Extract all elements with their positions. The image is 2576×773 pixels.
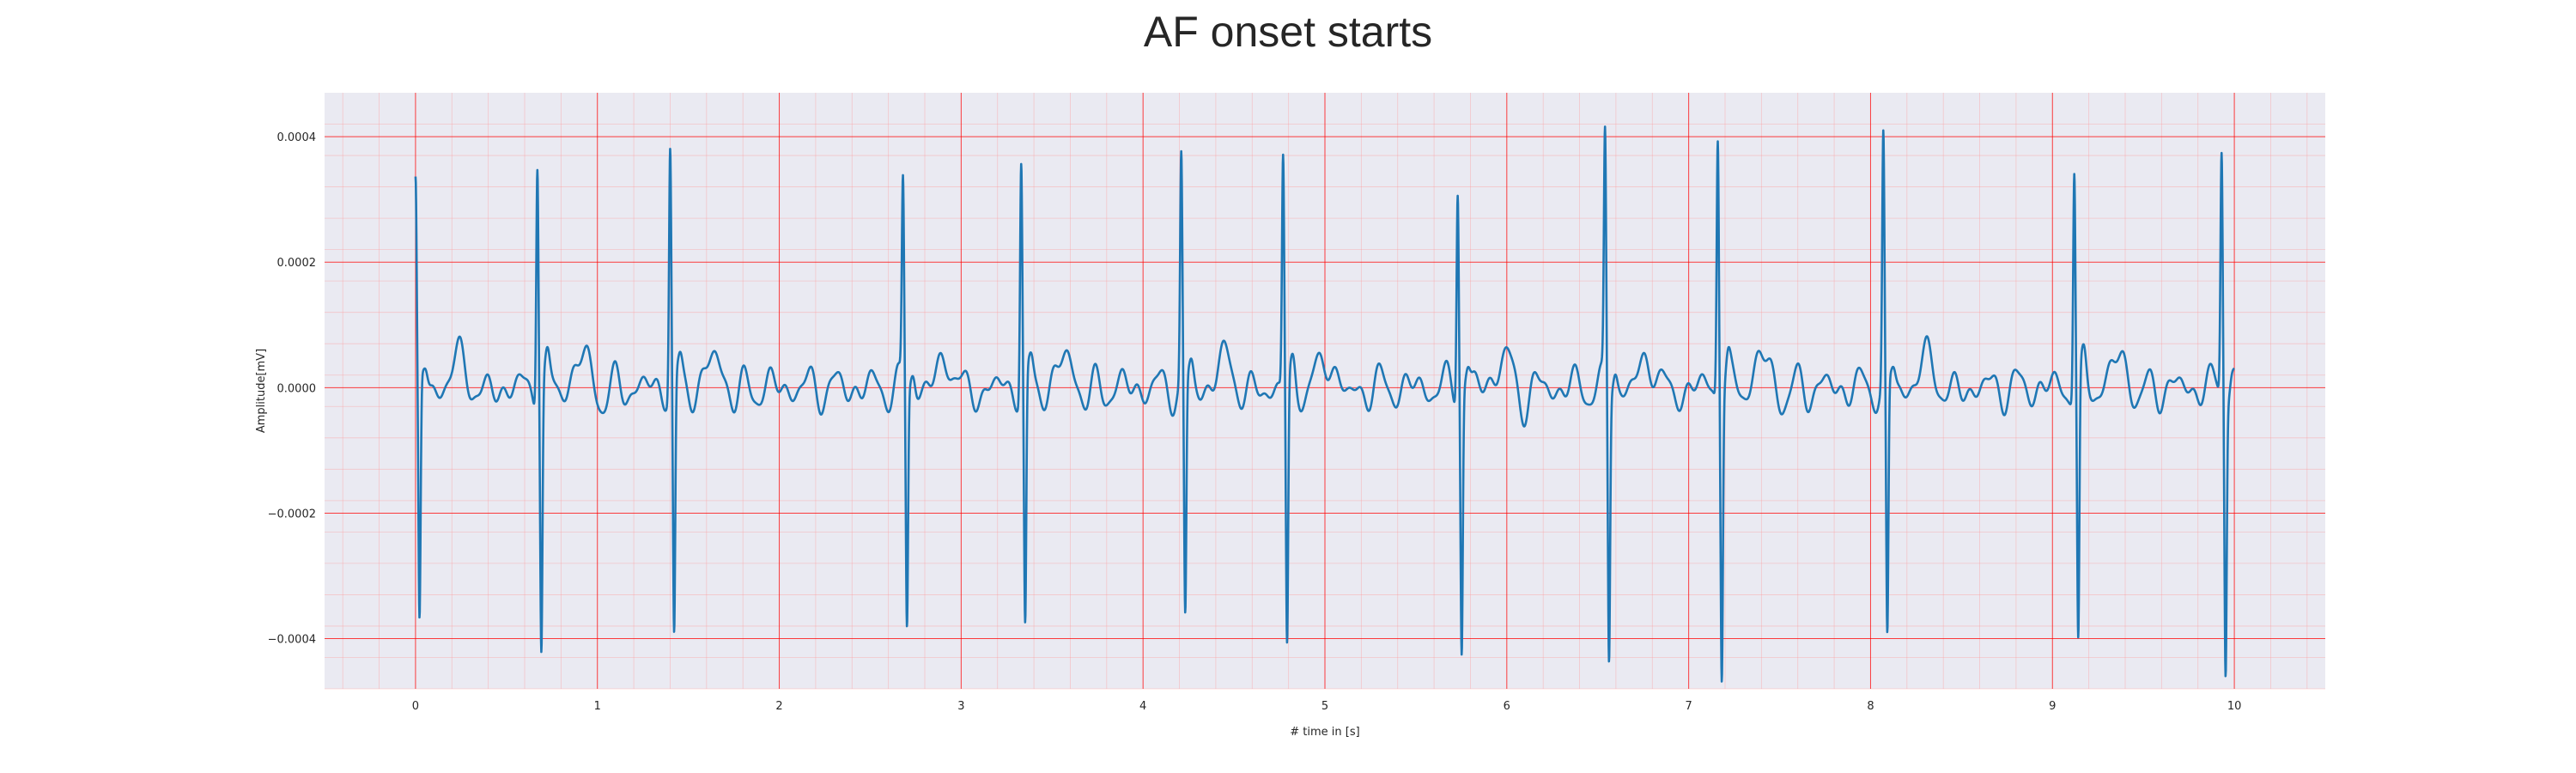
x-tick-label: 1 <box>594 700 601 713</box>
x-tick-label: 7 <box>1685 700 1692 713</box>
x-tick-label: 10 <box>2227 700 2242 713</box>
y-tick-labels: −0.0004 −0.0002 0.0000 0.0002 0.0004 <box>268 131 316 646</box>
y-tick-label: 0.0004 <box>277 131 317 144</box>
ecg-series-line <box>414 125 2236 683</box>
x-tick-labels: 0 1 2 3 4 5 6 7 8 9 10 <box>412 700 2242 713</box>
y-tick-label: 0.0000 <box>277 382 317 395</box>
x-tick-label: 0 <box>412 700 419 713</box>
x-axis-label: # time in [s] <box>1290 726 1359 739</box>
y-tick-label: −0.0004 <box>268 634 316 647</box>
x-tick-label: 5 <box>1321 700 1328 713</box>
x-tick-label: 4 <box>1139 700 1146 713</box>
y-axis-label: Amplitude[mV] <box>255 349 268 433</box>
x-tick-label: 2 <box>775 700 782 713</box>
x-tick-label: 9 <box>2049 700 2056 713</box>
y-tick-label: −0.0002 <box>268 508 316 520</box>
chart-title: AF onset starts <box>1143 8 1433 56</box>
x-tick-label: 6 <box>1504 700 1510 713</box>
x-tick-label: 8 <box>1867 700 1874 713</box>
x-tick-label: 3 <box>957 700 964 713</box>
y-tick-label: 0.0002 <box>277 257 317 270</box>
major-grid <box>325 93 2325 689</box>
